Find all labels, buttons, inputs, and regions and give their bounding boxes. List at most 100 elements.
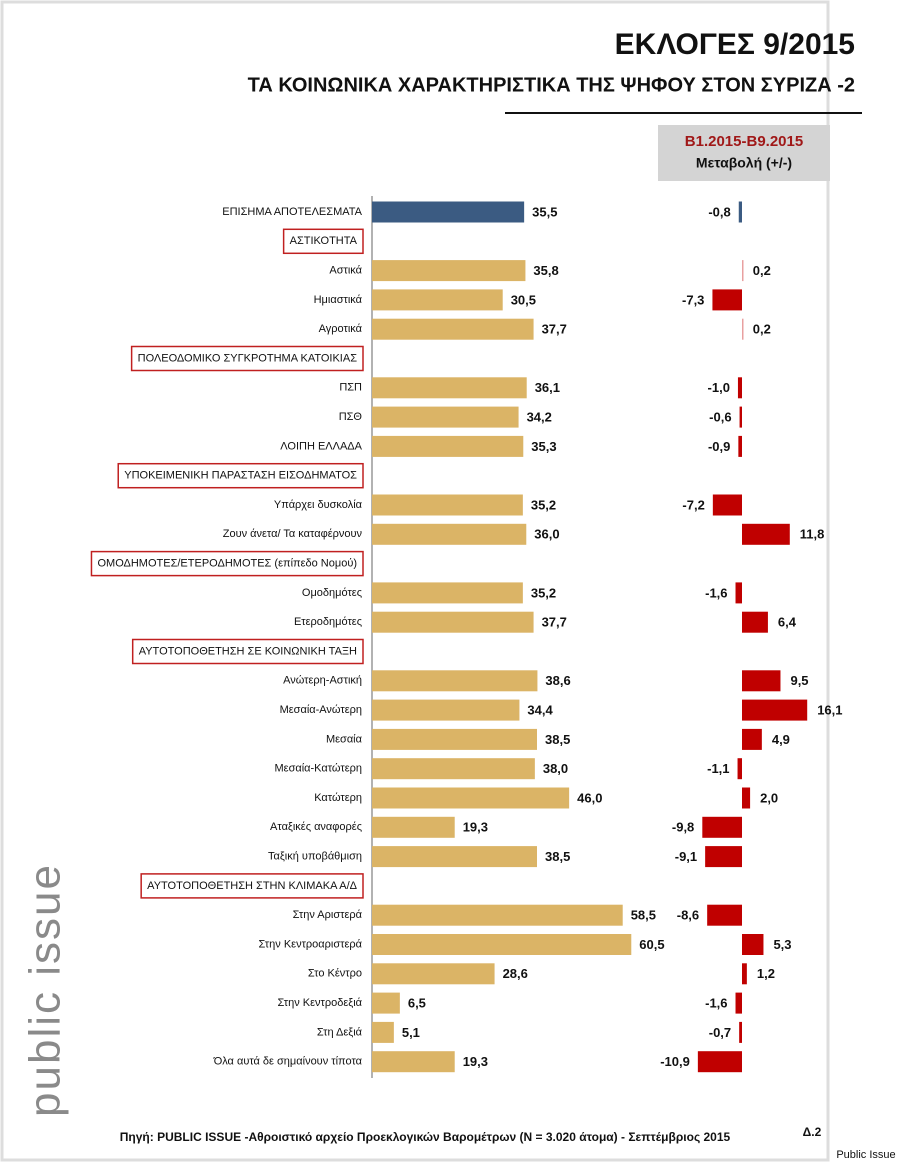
category-label: ΠΣΠ	[339, 382, 362, 394]
change-bar	[742, 934, 764, 955]
bar	[372, 260, 526, 282]
section-label: ΠΟΛΕΟΔΟΜΙΚΟ ΣΥΓΚΡΟΤΗΜΑ ΚΑΤΟΙΚΙΑΣ	[138, 352, 358, 364]
bar	[372, 699, 520, 721]
bar	[372, 435, 524, 457]
section-box	[130, 345, 364, 372]
value-label: 5,1	[402, 1025, 420, 1040]
change-label: 0,2	[753, 263, 771, 278]
change-label: 9,5	[790, 673, 808, 688]
category-label: ΕΠΙΣΗΜΑ ΑΠΟΤΕΛΕΣΜΑΤΑ	[222, 206, 362, 218]
chart-title: ΕΚΛΟΓΕΣ 9/2015	[615, 28, 855, 61]
change-label: -1,6	[705, 996, 727, 1011]
change-label: -1,6	[705, 585, 727, 600]
value-label: 38,6	[545, 673, 570, 688]
change-label: -0,7	[709, 1025, 731, 1040]
section-box	[140, 873, 364, 899]
category-label: ΛΟΙΠΗ ΕΛΛΑΔΑ	[280, 440, 362, 452]
change-bar	[707, 904, 742, 926]
bar	[372, 523, 527, 545]
bar	[372, 494, 523, 516]
section-box	[90, 550, 364, 577]
bar	[372, 611, 534, 633]
value-label: 19,3	[463, 1054, 488, 1069]
bar	[372, 201, 525, 223]
category-label: Μεσαία	[326, 733, 363, 745]
change-label: -1,0	[708, 380, 730, 395]
frame	[0, 0, 830, 1162]
change-bar	[697, 1051, 742, 1073]
change-label: -7,3	[682, 292, 704, 307]
bar	[372, 728, 537, 750]
brand-watermark: public issue	[21, 863, 70, 1117]
source-note: Πηγή: PUBLIC ISSUE -Αθροιστικό αρχείο Πρ…	[120, 1130, 731, 1144]
bar	[372, 816, 455, 838]
bar	[372, 1021, 394, 1043]
bar	[372, 846, 537, 868]
change-label: 6,4	[778, 615, 797, 630]
category-label: Αγροτικά	[319, 323, 363, 335]
value-label: 35,2	[531, 585, 556, 600]
change-bar	[737, 758, 742, 780]
value-label: 28,6	[503, 966, 528, 981]
category-label: Ημιαστικά	[314, 294, 363, 306]
change-label: 1,2	[757, 966, 775, 981]
change-bar	[738, 435, 742, 457]
value-label: 36,0	[534, 527, 559, 542]
category-label: Υπάρχει δυσκολία	[274, 499, 363, 511]
value-label: 30,5	[511, 292, 536, 307]
change-bar	[712, 494, 742, 516]
bar	[372, 670, 538, 692]
category-label: Ετεροδημότες	[294, 616, 362, 628]
bar	[372, 377, 527, 399]
change-bar	[742, 318, 744, 340]
category-label: Στην Κεντροδεξιά	[277, 997, 362, 1009]
change-bar	[738, 201, 742, 223]
value-label: 6,5	[408, 996, 426, 1011]
change-label: -9,8	[672, 820, 694, 835]
value-label: 19,3	[463, 820, 488, 835]
change-label: -0,9	[708, 439, 730, 454]
bar	[372, 992, 400, 1014]
change-bar	[742, 611, 768, 633]
change-bar	[702, 816, 742, 838]
value-label: 36,1	[535, 380, 560, 395]
value-label: 35,2	[531, 497, 556, 512]
bar	[372, 963, 495, 985]
category-label: Ταξική υποβάθμιση	[268, 851, 362, 863]
change-bar	[705, 846, 742, 868]
change-label: 16,1	[817, 703, 842, 718]
change-label: 11,8	[800, 527, 825, 542]
change-bar	[742, 728, 762, 750]
change-bar	[742, 670, 781, 692]
change-label: -7,2	[682, 497, 704, 512]
change-label: -0,8	[708, 204, 730, 219]
category-label: Αταξικές αναφορές	[270, 821, 362, 833]
change-bar	[742, 963, 747, 985]
change-header-box	[658, 125, 830, 181]
section-box	[282, 228, 364, 255]
value-label: 37,7	[542, 615, 567, 630]
change-bar	[712, 289, 742, 311]
category-label: Όλα αυτά δε σημαίνουν τίποτα	[213, 1056, 363, 1068]
category-label: Κατώτερη	[314, 792, 362, 804]
section-label: ΟΜΟΔΗΜΟΤΕΣ/ΕΤΕΡΟΔΗΜΟΤΕΣ (επίπεδο Νομού)	[97, 558, 357, 570]
change-label: -9,1	[675, 849, 697, 864]
credit: Public Issue	[836, 1149, 895, 1161]
change-label: -1,1	[707, 761, 729, 776]
value-label: 34,2	[527, 410, 552, 425]
category-label: Μεσαία-Ανώτερη	[280, 704, 362, 716]
change-label: -8,6	[677, 908, 699, 923]
value-label: 35,5	[532, 204, 557, 219]
change-label: 5,3	[773, 937, 791, 952]
section-label: ΑΥΤΟΤΟΠΟΘΕΤΗΣΗ ΣΤΗΝ ΚΛΙΜΑΚΑ Α/Δ	[147, 880, 357, 892]
value-label: 38,5	[545, 732, 570, 747]
change-bar	[739, 1021, 742, 1043]
change-bar	[735, 992, 742, 1014]
value-label: 60,5	[639, 937, 664, 952]
change-label: -10,9	[660, 1054, 690, 1069]
bar	[372, 289, 503, 311]
value-label: 38,0	[543, 761, 568, 776]
category-label: ΠΣΘ	[339, 411, 363, 423]
